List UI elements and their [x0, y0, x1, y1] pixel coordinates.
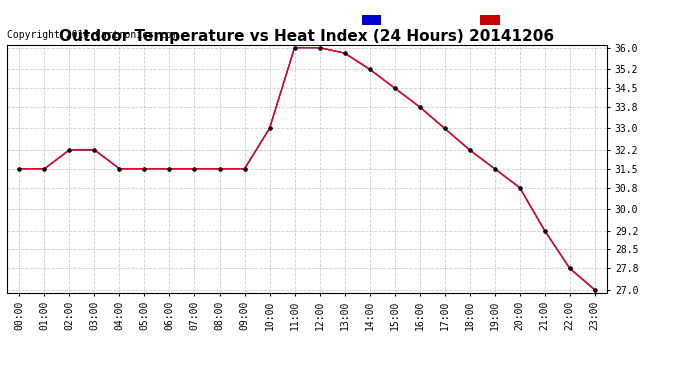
Legend: Heat Index  (°F), Temperature  (°F): Heat Index (°F), Temperature (°F) [362, 15, 602, 26]
Title: Outdoor Temperature vs Heat Index (24 Hours) 20141206: Outdoor Temperature vs Heat Index (24 Ho… [59, 29, 555, 44]
Text: Copyright 2014 Cartronics.com: Copyright 2014 Cartronics.com [7, 30, 177, 40]
